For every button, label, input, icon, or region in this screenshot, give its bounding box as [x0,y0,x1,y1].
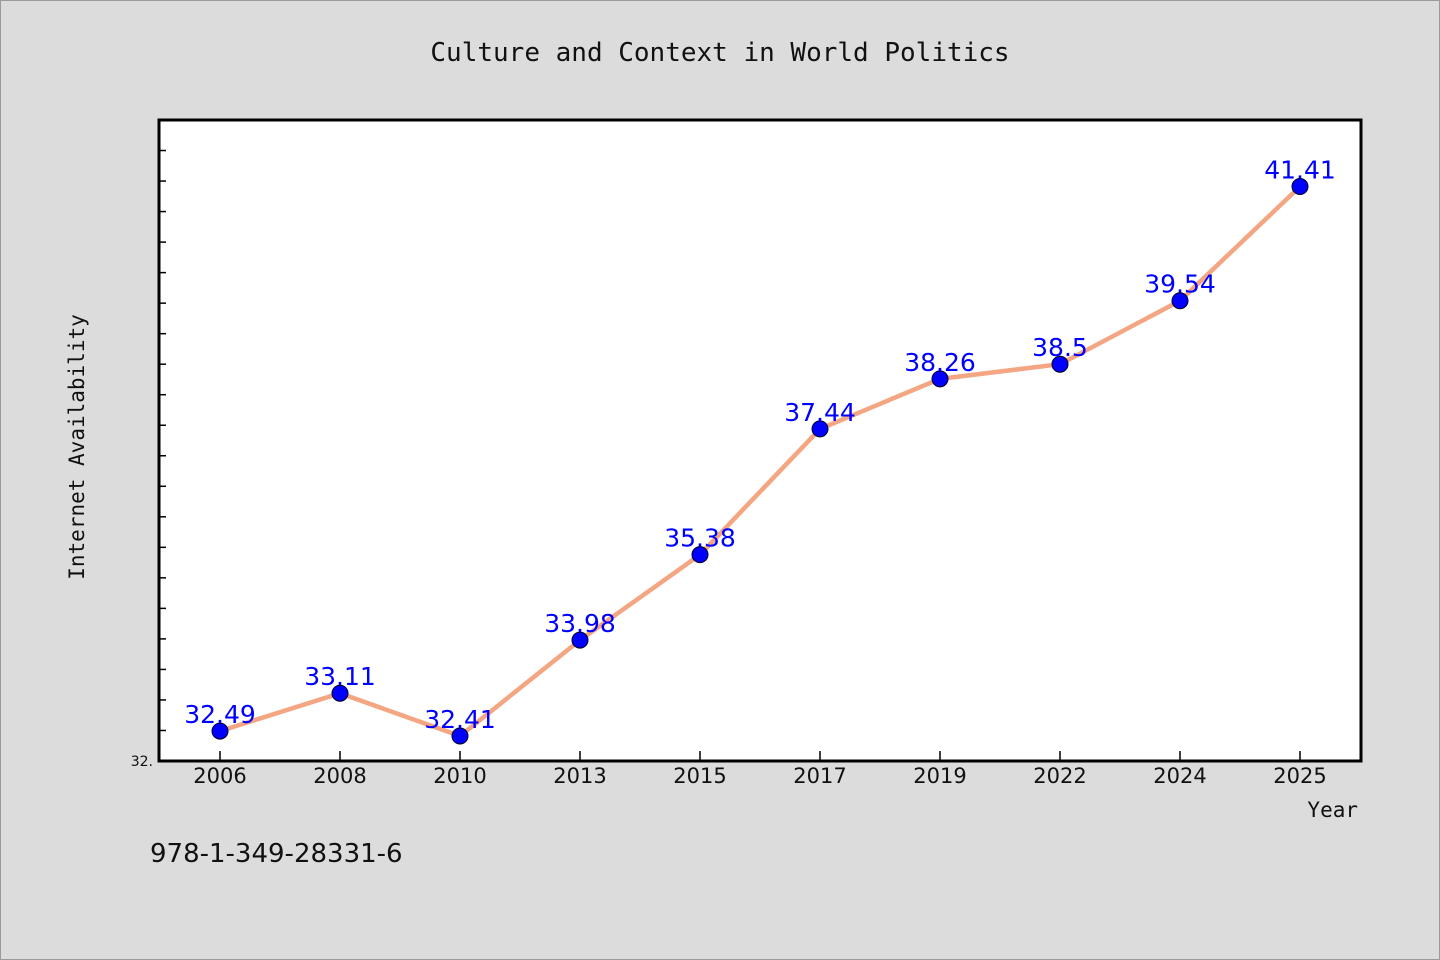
data-label: 37.44 [784,398,856,427]
x-tick-label: 2025 [1273,764,1326,788]
data-point [691,546,709,564]
series-line [217,184,1303,739]
x-axis-label: Year [1307,798,1358,822]
data-label: 38.5 [1032,333,1088,362]
data-point [931,370,949,388]
x-tick-label: 2019 [913,764,966,788]
series-line-group [217,184,1303,739]
data-label: 38.26 [904,348,976,377]
data-point [1291,178,1309,196]
y-tick-label: 32. [131,754,153,770]
data-point [211,722,229,740]
x-tick-label: 2008 [313,764,366,788]
y-axis-ticks [159,119,166,762]
footer-isbn: 978-1-349-28331-6 [150,839,403,869]
plot-area [157,118,1363,763]
data-label: 32.41 [424,705,496,734]
data-point [451,727,469,745]
data-point [1051,355,1069,373]
data-label: 39.54 [1144,270,1216,299]
x-tick-label: 2017 [793,764,846,788]
data-label: 35.38 [664,524,736,553]
data-point [1171,292,1189,310]
data-label: 33.98 [544,609,616,638]
x-tick-label: 2024 [1153,764,1206,788]
data-label: 41.41 [1264,156,1336,185]
x-tick-label: 2013 [553,764,606,788]
data-labels: 32.49 33.11 32.41 33.98 35.38 37.44 38.26 38.5 3… [184,156,1336,734]
x-tick-label: 2010 [433,764,486,788]
data-label: 33.11 [304,662,376,691]
x-tick-label: 2015 [673,764,726,788]
data-label: 32.49 [184,700,256,729]
data-point [811,420,829,438]
data-markers [211,178,1309,745]
y-axis-label: Internet Availability [65,314,89,580]
data-point [571,631,589,649]
x-axis-ticks: 2006 2008 2010 2013 2015 2017 2019 2022 2024 2025 [193,751,1327,788]
chart-title: Culture and Context in World Politics [430,38,1009,68]
x-tick-label: 2006 [193,764,246,788]
data-point [331,684,349,702]
x-tick-label: 2022 [1033,764,1086,788]
